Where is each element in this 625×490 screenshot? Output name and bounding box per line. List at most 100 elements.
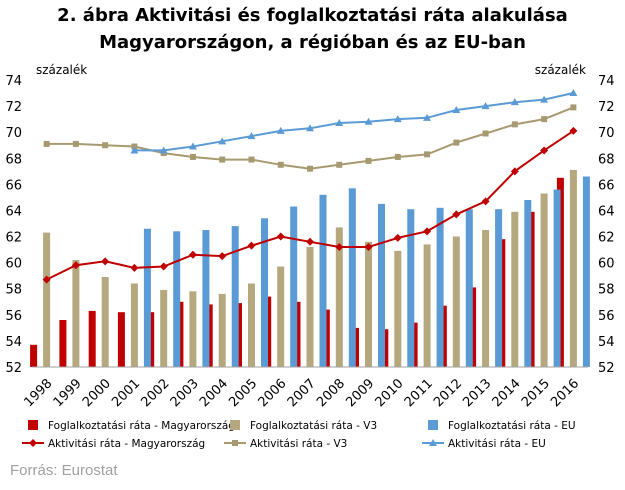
point-activity-v3 [72, 140, 79, 147]
point-activity-hu [364, 242, 373, 251]
point-activity-v3 [541, 116, 548, 123]
bar-employment-eu [524, 200, 532, 367]
bar-employment-hu [88, 310, 96, 367]
x-tick-label: 2008 [314, 376, 348, 410]
x-tick-label: 2015 [519, 376, 553, 410]
bar-employment-eu [143, 228, 151, 367]
x-tick-label: 2005 [226, 376, 260, 410]
bar-employment-v3 [248, 283, 255, 367]
point-activity-hu [188, 250, 197, 259]
y-tick-label-right: 52 [598, 361, 615, 376]
y-tick-label-right: 58 [598, 283, 615, 298]
bar-employment-v3 [365, 241, 372, 367]
y-tick-label-right: 62 [598, 231, 615, 246]
legend-employment-hu-swatch [28, 420, 38, 430]
point-activity-hu [423, 227, 432, 236]
point-activity-v3 [43, 140, 50, 147]
bar-employment-v3 [72, 260, 80, 367]
y-tick-label-left: 68 [5, 152, 22, 167]
point-activity-v3 [424, 151, 431, 158]
x-tick-label: 2000 [80, 376, 114, 410]
bar-employment-v3 [511, 211, 519, 367]
point-activity-v3 [248, 156, 255, 163]
point-activity-v3 [336, 161, 343, 168]
bar-employment-eu [436, 207, 444, 367]
y-tick-label-right: 60 [598, 257, 615, 272]
x-tick-label: 2001 [109, 376, 143, 410]
bar-employment-v3 [160, 290, 168, 367]
bar-employment-eu [202, 230, 210, 367]
legend-employment-eu-swatch [428, 420, 438, 430]
legend-activity-eu-marker [429, 439, 437, 446]
y-axis-label-right: százalék [535, 63, 586, 77]
point-activity-hu [276, 232, 285, 241]
point-activity-hu [540, 146, 549, 155]
bar-employment-eu [582, 176, 590, 367]
y-tick-label-left: 58 [5, 283, 22, 298]
bar-employment-eu [465, 209, 473, 367]
point-activity-hu [42, 275, 51, 284]
y-tick-label-left: 70 [5, 126, 22, 141]
bar-employment-eu [319, 194, 327, 367]
bar-employment-v3 [423, 244, 431, 367]
point-activity-v3 [307, 165, 313, 172]
bar-employment-v3 [130, 283, 138, 367]
bar-employment-v3 [482, 230, 490, 367]
point-activity-eu [393, 115, 402, 123]
bar-employment-eu [378, 203, 385, 367]
x-tick-label: 2016 [548, 376, 582, 410]
x-tick-label: 2013 [460, 376, 494, 410]
point-activity-hu [306, 237, 314, 246]
bar-employment-eu [231, 226, 239, 367]
x-tick-label: 2006 [256, 376, 290, 410]
y-tick-label-right: 70 [598, 126, 615, 141]
x-tick-label: 2007 [285, 376, 319, 410]
bar-employment-v3 [43, 232, 51, 367]
y-tick-label-left: 74 [5, 74, 22, 89]
y-tick-label-left: 62 [5, 231, 22, 246]
x-tick-label: 2010 [373, 376, 407, 410]
bar-employment-eu [407, 209, 415, 367]
point-activity-eu [276, 126, 285, 134]
bar-employment-eu [290, 206, 298, 367]
point-activity-v3 [394, 153, 401, 160]
y-tick-label-left: 52 [5, 361, 22, 376]
y-tick-label-left: 60 [5, 257, 22, 272]
point-activity-v3 [277, 161, 284, 168]
x-tick-label: 2003 [168, 376, 202, 410]
bar-employment-hu [30, 344, 38, 367]
y-tick-label-right: 66 [598, 178, 615, 193]
point-activity-eu [452, 106, 461, 114]
bar-employment-v3 [335, 227, 343, 367]
point-activity-eu [247, 132, 256, 140]
legend-activity-eu-label: Aktivitási ráta - EU [448, 438, 546, 450]
y-tick-label-right: 56 [598, 309, 615, 324]
x-tick-label: 1998 [21, 376, 55, 410]
bar-employment-eu [348, 188, 356, 367]
point-activity-eu [540, 95, 549, 103]
x-tick-label: 2004 [197, 376, 231, 410]
bar-employment-v3 [218, 293, 226, 367]
point-activity-v3 [365, 157, 372, 164]
point-activity-v3 [219, 156, 226, 163]
legend-employment-eu-label: Foglalkoztatási ráta - EU [448, 420, 576, 432]
legend-activity-v3-label: Aktivitási ráta - V3 [250, 438, 347, 450]
bar-employment-v3 [394, 250, 402, 367]
point-activity-eu [218, 137, 227, 145]
point-activity-v3 [511, 121, 518, 128]
x-tick-label: 2012 [431, 376, 465, 410]
point-activity-eu [481, 102, 490, 110]
bar-employment-v3 [452, 236, 460, 367]
chart-title: 2. ábra Aktivitási és foglalkoztatási rá… [0, 2, 625, 56]
bar-employment-v3 [306, 247, 314, 367]
y-tick-label-left: 54 [5, 335, 22, 350]
point-activity-eu [364, 117, 373, 125]
point-activity-hu [247, 241, 256, 250]
bar-employment-v3 [189, 291, 197, 367]
point-activity-eu [335, 119, 344, 127]
point-activity-hu [452, 210, 461, 219]
chart-title-line1: 2. ábra Aktivitási és foglalkoztatási rá… [57, 5, 568, 26]
y-tick-label-right: 64 [598, 204, 615, 219]
point-activity-hu [510, 167, 519, 176]
